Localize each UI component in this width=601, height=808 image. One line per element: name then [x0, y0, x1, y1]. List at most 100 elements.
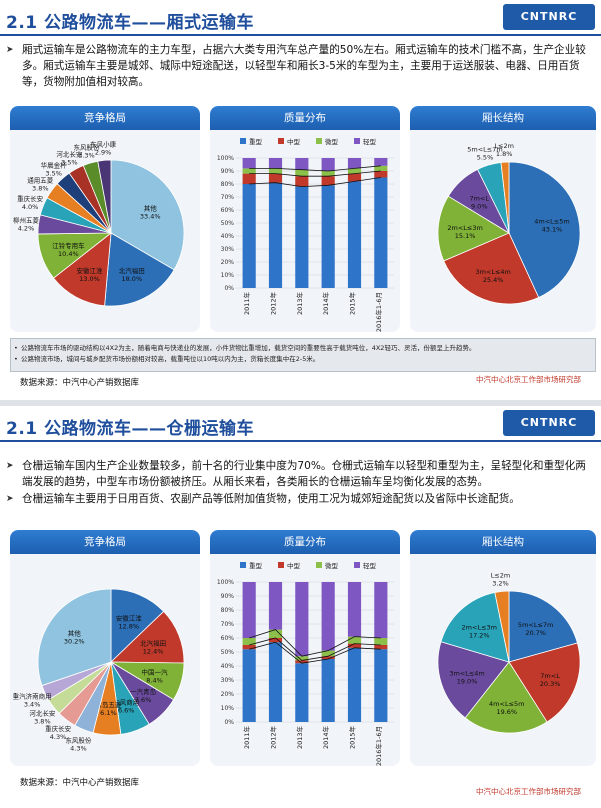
- bar-segment: [268, 642, 283, 722]
- x-tick-label: 2015年: [348, 292, 357, 316]
- bar-segment: [347, 582, 362, 637]
- pie-slice-value: 25.4%: [483, 276, 504, 284]
- pie-slice-label: 5m<L≤7m: [518, 621, 553, 629]
- legend-swatch: [316, 562, 322, 568]
- pie-slice-label: 江铃专用车: [52, 241, 85, 250]
- pie-slice-value: 3.5%: [45, 170, 62, 178]
- bar-segment: [295, 656, 309, 661]
- bar-segment: [242, 173, 256, 184]
- pie-slice: [508, 642, 581, 723]
- pie-slice-value: 7.6%: [135, 696, 152, 704]
- bar-segment: [374, 165, 388, 171]
- pie-slice-value: 19.6%: [496, 708, 517, 716]
- x-tick-label: 2014年: [321, 726, 330, 750]
- y-tick-label: 40%: [221, 233, 235, 240]
- bar-segment: [321, 171, 335, 177]
- bar-segment: [347, 168, 362, 174]
- slide-stake-trucks: 2.1 公路物流车——仓栅运输车 CNTNRC ➤ 仓栅运输车国内生产企业数量较多…: [0, 406, 601, 806]
- panel-header: 竞争格局: [10, 106, 200, 130]
- pie-slice-label: 3m<L≤4m: [449, 669, 484, 677]
- pie-slice-value: 1.8%: [496, 150, 513, 158]
- bar-segment: [347, 181, 362, 288]
- pie-slice-label: 3m<L≤4m: [475, 268, 510, 276]
- pie-slice: [464, 661, 548, 734]
- bar-segment: [374, 177, 388, 288]
- legend-label: 中型: [287, 137, 301, 146]
- pie-slice-value: 3.2%: [492, 579, 509, 587]
- bar-segment: [295, 158, 309, 170]
- pie-slice-value: 2.9%: [95, 148, 112, 156]
- bar-segment: [321, 650, 335, 657]
- cntnrc-logo: CNTNRC: [503, 4, 595, 30]
- y-tick-label: 100%: [217, 155, 234, 162]
- competition-pie-chart: 安徽江淮12.8%北汽福田12.4%中国一汽8.4%一汽青岛7.6%东风商用6.…: [13, 588, 185, 753]
- bullet-text: 仓栅运输车国内生产企业数量较多，前十名的行业集中度为70%。仓栅式运输车以轻型和…: [22, 460, 586, 488]
- bar-segment: [374, 158, 388, 166]
- footer-org: 中汽中心北京工作部市场研究部: [476, 375, 581, 384]
- pie-slice-value: 12.8%: [118, 622, 139, 630]
- bar-segment: [268, 638, 283, 643]
- y-tick-label: 20%: [221, 259, 235, 266]
- pie-slice: [443, 232, 540, 305]
- pie-slice-value: 15.1%: [455, 232, 476, 240]
- pie-slice: [508, 161, 581, 299]
- pie-slice-label: 重庆长安: [17, 194, 44, 203]
- x-tick-label: 2014年: [321, 292, 330, 316]
- footer-org: 中汽中心北京工作部市场研究部: [476, 787, 581, 796]
- bar-segment: [295, 660, 309, 664]
- pie-slice: [437, 195, 510, 262]
- pie-slice-label: 4m<L≤5m: [534, 218, 569, 226]
- bullet-item: ➤ 仓栅运输车国内生产企业数量较多，前十名的行业集中度为70%。仓栅式运输车以轻型…: [6, 458, 596, 490]
- bar-segment: [374, 638, 388, 645]
- pie-slice-label: 一汽青岛: [130, 687, 156, 696]
- pie-slice: [110, 588, 165, 663]
- pie-slice: [494, 590, 510, 663]
- quality-panel: 质量分布 重型 中型 微型 轻型 0% 10% 20% 30% 40% 50% 60% 70% 80% 9…: [210, 530, 400, 766]
- pie-slice-value: 10.4%: [58, 250, 79, 258]
- pie-slice-value: 13.0%: [79, 275, 100, 283]
- pie-slice: [37, 588, 112, 687]
- pie-slice-value: 3.3%: [78, 152, 95, 160]
- bar-segment: [374, 582, 388, 638]
- x-tick-label: 2016年1-6月: [374, 292, 383, 332]
- bar-segment: [374, 171, 388, 178]
- slide-van-trucks: 2.1 公路物流车——厢式运输车 CNTNRC ➤ 厢式运输车是公路物流车的主力车…: [0, 0, 601, 400]
- panel-header: 质量分布: [210, 530, 400, 554]
- series-connector: [249, 165, 381, 172]
- y-tick-label: 70%: [221, 194, 235, 201]
- legend-label: 微型: [325, 561, 339, 570]
- pie-slice-label: 东风商用: [113, 698, 139, 707]
- bar-segment: [347, 647, 362, 722]
- arrow-bullet-icon: ➤: [6, 494, 14, 504]
- legend-swatch: [354, 562, 360, 568]
- x-tick-label: 2013年: [295, 726, 304, 750]
- pie-slice-label: 中国一汽: [142, 667, 169, 676]
- quality-panel: 质量分布 重型 中型 微型 轻型 0% 10% 20% 30% 40% 50% 60% 70% 80% 9…: [210, 106, 400, 332]
- x-tick-label: 2015年: [348, 726, 357, 750]
- pie-slice-value: 3.4%: [24, 701, 41, 709]
- legend-swatch: [354, 138, 360, 144]
- bar-segment: [242, 158, 256, 169]
- y-tick-label: 90%: [221, 593, 235, 600]
- pie-slice-value: 3.5%: [61, 159, 78, 167]
- bar-segment: [268, 168, 283, 174]
- bullet-list: ➤ 厢式运输车是公路物流车的主力车型，占据六大类专用汽车总产量的50%左右。厢式运…: [6, 42, 596, 91]
- pie-slice-value: 30.2%: [64, 638, 85, 646]
- pie-slice-value: 9.0%: [471, 203, 488, 211]
- bar-segment: [242, 638, 256, 645]
- bar-segment: [295, 176, 309, 187]
- bar-segment: [321, 158, 335, 171]
- series-connector: [249, 637, 381, 661]
- bullet-text: 仓栅运输车主要用于日用百货、农副产品等低附加值货物，使用工况为城郊短途配货以及省…: [22, 493, 520, 505]
- bar-segment: [374, 645, 388, 650]
- series-connector: [249, 177, 381, 188]
- pie-slice-label: 河北长安: [29, 708, 56, 717]
- pie-slice-value: 4.2%: [18, 225, 35, 233]
- pie-slice: [104, 232, 175, 307]
- bar-segment: [268, 582, 283, 630]
- bar-segment: [321, 659, 335, 722]
- x-tick-label: 2012年: [269, 726, 278, 750]
- bar-segment: [242, 582, 256, 638]
- pie-slice: [500, 161, 510, 234]
- length-panel: 厢长结构 5m<L≤7m 20.7% 7m<L 20.3% 4m<L≤5m 19.6% 3m…: [410, 530, 596, 766]
